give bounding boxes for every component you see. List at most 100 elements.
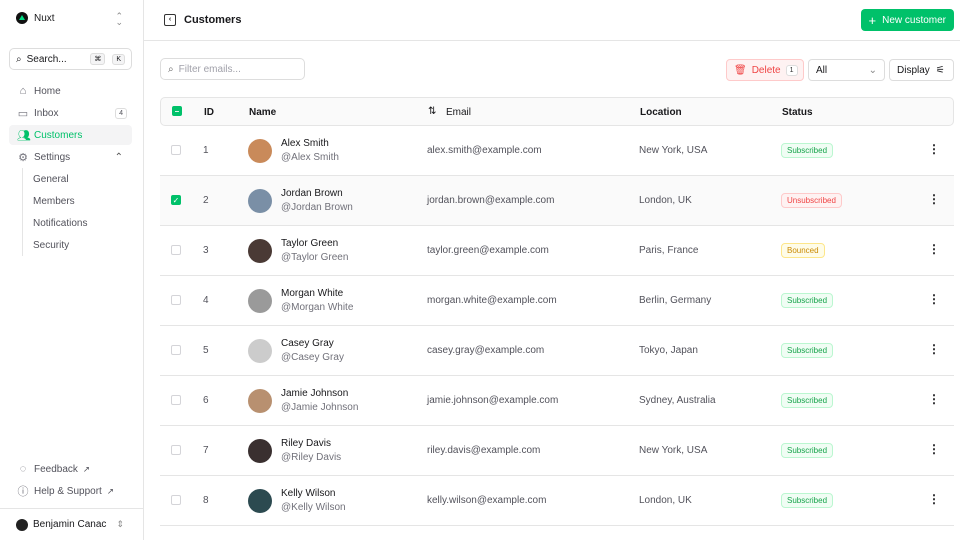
sort-icon[interactable]: ⇅ <box>428 106 437 117</box>
table-row[interactable]: 1 Alex Smith @Alex Smith alex.smith@exam… <box>160 126 954 176</box>
row-checkbox[interactable]: ✓ <box>171 195 181 205</box>
chevron-up-down-icon[interactable]: ⌃ ⌄ <box>115 11 123 27</box>
cell-location: Sydney, Australia <box>639 395 716 406</box>
cell-handle: @Kelly Wilson <box>281 502 346 513</box>
row-checkbox[interactable] <box>171 145 181 155</box>
row-checkbox[interactable] <box>171 445 181 455</box>
search-label: Search... <box>26 53 67 65</box>
inbox-badge: 4 <box>115 107 127 119</box>
table-row[interactable]: 8 Kelly Wilson @Kelly Wilson kelly.wilso… <box>160 476 954 526</box>
sidebar-item-home[interactable]: ⌂ Home <box>9 81 132 101</box>
cell-handle: @Jamie Johnson <box>281 402 359 413</box>
cell-id: 3 <box>203 245 209 256</box>
chevron-down-icon: ⌄ <box>868 64 877 76</box>
cell-name: Riley Davis <box>281 438 332 449</box>
avatar <box>248 489 272 513</box>
row-checkbox[interactable] <box>171 395 181 405</box>
help-link[interactable]: ⓘ Help & Support ↗ <box>9 481 132 501</box>
cell-location: London, UK <box>639 195 692 206</box>
help-label: Help & Support <box>34 485 102 497</box>
sidebar-item-members[interactable]: Members <box>33 196 75 207</box>
row-checkbox[interactable] <box>171 245 181 255</box>
status-badge: Subscribed <box>781 293 834 308</box>
more-vertical-icon[interactable]: ⋮ <box>928 442 940 456</box>
external-link-icon: ↗ <box>82 464 90 474</box>
more-vertical-icon[interactable]: ⋮ <box>928 242 940 256</box>
avatar <box>248 139 272 163</box>
status-badge: Subscribed <box>781 343 834 358</box>
external-link-icon: ↗ <box>106 486 114 496</box>
feedback-link[interactable]: ◌ Feedback ↗ <box>9 459 132 479</box>
cell-name: Taylor Green <box>281 238 339 249</box>
cell-id: 7 <box>203 445 209 456</box>
sidebar-item-customers[interactable]: 👥︎ Customers <box>9 125 132 145</box>
row-checkbox[interactable] <box>171 345 181 355</box>
more-vertical-icon[interactable]: ⋮ <box>928 492 940 506</box>
avatar <box>16 518 28 531</box>
display-button[interactable]: Display ⚟ <box>889 59 954 81</box>
display-label: Display <box>897 64 930 76</box>
avatar <box>248 389 272 413</box>
sidebar-item-inbox[interactable]: ▭ Inbox 4 <box>9 103 132 123</box>
user-menu[interactable]: Benjamin Canac ⇕ <box>0 508 144 540</box>
more-vertical-icon[interactable]: ⋮ <box>928 342 940 356</box>
more-vertical-icon[interactable]: ⋮ <box>928 192 940 206</box>
search-button[interactable]: ⌕ Search... ⌘ K <box>9 48 132 70</box>
sidebar-item-general[interactable]: General <box>33 174 69 185</box>
table-row[interactable]: ✓ 2 Jordan Brown @Jordan Brown jordan.br… <box>160 176 954 226</box>
cell-id: 4 <box>203 295 209 306</box>
plus-icon: + <box>868 12 877 28</box>
cell-location: London, UK <box>639 495 692 506</box>
chat-icon: ◌ <box>19 463 27 475</box>
cell-location: Berlin, Germany <box>639 295 712 306</box>
column-id: ID <box>204 107 214 118</box>
table-row[interactable]: 6 Jamie Johnson @Jamie Johnson jamie.joh… <box>160 376 954 426</box>
column-email[interactable]: Email <box>446 107 472 118</box>
delete-button[interactable]: 🗑︎ Delete 1 <box>726 59 804 81</box>
status-badge: Subscribed <box>781 493 834 508</box>
table-row[interactable]: 4 Morgan White @Morgan White morgan.whit… <box>160 276 954 326</box>
status-select[interactable]: All ⌄ <box>808 59 885 81</box>
cell-email: alex.smith@example.com <box>427 145 542 156</box>
new-customer-button[interactable]: + New customer <box>860 9 954 31</box>
status-badge: Subscribed <box>781 143 834 158</box>
user-name: Benjamin Canac <box>33 519 107 530</box>
cell-name: Jamie Johnson <box>281 388 349 399</box>
cell-name: Jordan Brown <box>281 188 343 199</box>
more-vertical-icon[interactable]: ⋮ <box>928 142 940 156</box>
row-checkbox[interactable] <box>171 295 181 305</box>
cell-email: riley.davis@example.com <box>427 445 541 456</box>
more-vertical-icon[interactable]: ⋮ <box>928 392 940 406</box>
table-row[interactable]: 5 Casey Gray @Casey Gray casey.gray@exam… <box>160 326 954 376</box>
cell-handle: @Taylor Green <box>281 252 349 263</box>
sidebar-collapse-icon[interactable]: ‹ <box>164 14 176 26</box>
table-row[interactable]: 7 Riley Davis @Riley Davis riley.davis@e… <box>160 426 954 476</box>
filter-placeholder: Filter emails... <box>178 63 241 75</box>
cell-email: morgan.white@example.com <box>427 295 557 306</box>
cell-location: New York, USA <box>639 145 708 156</box>
inbox-icon: ▭ <box>17 107 29 120</box>
team-switcher[interactable]: Nuxt <box>16 12 55 24</box>
column-status: Status <box>782 107 813 118</box>
row-checkbox[interactable] <box>171 495 181 505</box>
select-all-checkbox[interactable]: – <box>172 106 182 116</box>
gear-icon: ⚙ <box>18 151 28 164</box>
cell-name: Casey Gray <box>281 338 334 349</box>
brand-name: Nuxt <box>34 12 55 24</box>
cell-email: jordan.brown@example.com <box>427 195 555 206</box>
feedback-label: Feedback <box>34 463 78 475</box>
nav-label: Home <box>34 85 61 97</box>
cell-handle: @Jordan Brown <box>281 202 353 213</box>
nuxt-logo-icon <box>16 12 28 24</box>
sidebar-item-notifications[interactable]: Notifications <box>33 218 88 229</box>
filter-emails-input[interactable]: ⌕ Filter emails... <box>160 58 305 80</box>
sidebar-item-security[interactable]: Security <box>33 240 70 251</box>
cell-email: casey.gray@example.com <box>427 345 545 356</box>
divider <box>22 168 23 256</box>
avatar <box>248 239 272 263</box>
cell-location: Paris, France <box>639 245 699 256</box>
table-row[interactable]: 3 Taylor Green @Taylor Green taylor.gree… <box>160 226 954 276</box>
cell-id: 2 <box>203 195 209 206</box>
sidebar-item-settings[interactable]: ⚙ Settings ⌃ <box>9 147 132 167</box>
more-vertical-icon[interactable]: ⋮ <box>928 292 940 306</box>
